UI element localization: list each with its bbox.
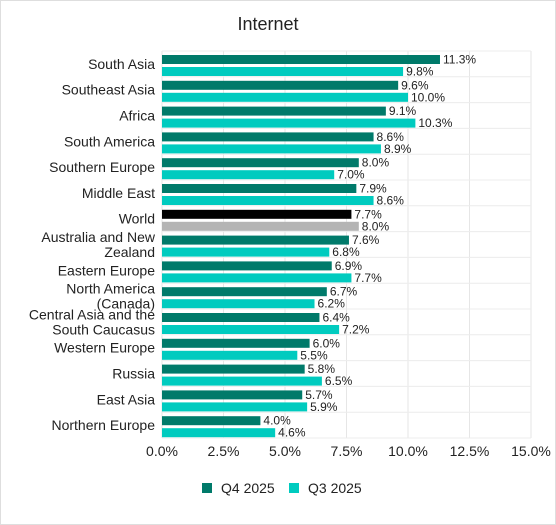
x-tick-label: 10.0%: [388, 443, 428, 459]
bar-value-label: 11.3%: [443, 53, 476, 67]
category-label: East Asia: [97, 391, 156, 407]
bar-q3: [162, 376, 322, 386]
bar-q4: [162, 184, 357, 193]
x-tick-label: 5.0%: [269, 443, 301, 459]
bar-value-label: 4.6%: [278, 426, 306, 440]
bar-q4: [162, 80, 399, 90]
bar-q4: [162, 55, 440, 64]
category-label: North America: [66, 281, 155, 297]
bar-q3: [162, 92, 408, 102]
category-labels: South Asia Southeast Asia Africa South Amer…: [29, 56, 156, 433]
category-label: Africa: [119, 108, 155, 124]
bar-q3: [162, 67, 404, 76]
bar-q4: [162, 209, 352, 219]
bar-value-label: 8.6%: [377, 130, 405, 144]
bar-q3: [162, 299, 315, 309]
bar-value-label: 6.5%: [325, 374, 353, 388]
category-label: Zealand: [104, 244, 155, 260]
bar-value-label: 6.4%: [322, 311, 350, 325]
bar-value-label: 9.1%: [389, 104, 417, 118]
legend-label: Q3 2025: [308, 480, 362, 496]
x-tick-label: 12.5%: [450, 443, 490, 459]
category-label: South Asia: [88, 56, 155, 72]
bar-value-label: 5.8%: [308, 362, 336, 376]
category-label: Middle East: [82, 185, 155, 201]
bar-q4: [162, 313, 320, 322]
bar-value-label: 5.5%: [300, 348, 328, 362]
grid-lines: [161, 50, 532, 439]
bar-q3: [162, 428, 276, 438]
bar-value-label: 6.7%: [330, 285, 358, 299]
bar-q3: [162, 221, 359, 231]
bar-q3: [162, 196, 374, 205]
bar-q3: [162, 402, 308, 412]
category-label: World: [119, 211, 155, 227]
bar-value-label: 6.8%: [332, 245, 360, 259]
bar-value-label: 4.0%: [263, 414, 291, 428]
x-tick-labels: 0.0% 2.5% 5.0% 7.5% 10.0% 12.5% 15.0%: [146, 443, 551, 459]
bar-q4: [162, 390, 303, 400]
category-label: South Caucasus: [52, 321, 155, 337]
category-label: Russia: [112, 366, 155, 382]
bars-group: 11.3%9.8%9.6%10.0%9.1%10.3%8.6%8.9%8.0%7…: [162, 53, 476, 440]
bar-q3: [162, 170, 335, 180]
bar-value-label: 7.6%: [352, 233, 380, 247]
bar-q4: [162, 287, 327, 297]
bar-q3: [162, 350, 298, 360]
x-tick-label: 7.5%: [331, 443, 363, 459]
category-label: Southeast Asia: [62, 82, 156, 98]
bar-q3: [162, 118, 416, 128]
legend-label: Q4 2025: [221, 480, 275, 496]
bar-value-label: 9.8%: [406, 65, 434, 79]
bar-value-label: 8.0%: [362, 156, 390, 170]
bar-value-label: 8.0%: [362, 219, 390, 233]
category-label: Central Asia and the: [29, 306, 155, 322]
bar-value-label: 6.9%: [335, 259, 363, 273]
bar-q4: [162, 235, 349, 245]
bar-q3: [162, 273, 352, 283]
category-label: Australia and New: [41, 229, 156, 245]
legend: Q4 2025 Q3 2025: [202, 480, 362, 496]
bar-q4: [162, 158, 359, 168]
x-tick-label: 15.0%: [511, 443, 551, 459]
legend-swatch: [202, 483, 212, 493]
bar-value-label: 7.0%: [337, 168, 365, 182]
bar-q4: [162, 416, 261, 426]
bar-q3: [162, 144, 381, 154]
bar-value-label: 10.0%: [411, 90, 445, 104]
bar-q4: [162, 261, 332, 271]
category-label: South America: [64, 133, 155, 149]
bar-value-label: 5.9%: [310, 400, 338, 414]
bar-value-label: 7.9%: [359, 182, 387, 196]
bar-value-label: 10.3%: [418, 116, 452, 130]
bar-value-label: 6.2%: [318, 297, 346, 311]
bar-q3: [162, 247, 330, 257]
bar-value-label: 7.2%: [342, 323, 370, 337]
category-label: Western Europe: [54, 340, 155, 356]
legend-swatch: [289, 483, 299, 493]
bar-value-label: 8.6%: [377, 194, 405, 208]
x-tick-label: 2.5%: [208, 443, 240, 459]
bar-value-label: 6.0%: [313, 336, 341, 350]
chart-title: Internet: [237, 14, 298, 34]
bar-value-label: 7.7%: [354, 207, 382, 221]
bar-value-label: 5.7%: [305, 388, 333, 402]
bar-value-label: 7.7%: [354, 271, 382, 285]
category-label: Northern Europe: [51, 417, 155, 433]
bar-value-label: 8.9%: [384, 142, 412, 156]
category-label: Eastern Europe: [58, 262, 155, 278]
category-label: (Canada): [97, 296, 155, 312]
bar-q3: [162, 325, 340, 334]
bar-value-label: 9.6%: [401, 78, 429, 92]
x-tick-label: 0.0%: [146, 443, 178, 459]
bar-q4: [162, 106, 386, 116]
category-label: Southern Europe: [49, 159, 155, 175]
bar-q4: [162, 338, 310, 348]
bar-q4: [162, 132, 374, 142]
bar-q4: [162, 364, 305, 374]
